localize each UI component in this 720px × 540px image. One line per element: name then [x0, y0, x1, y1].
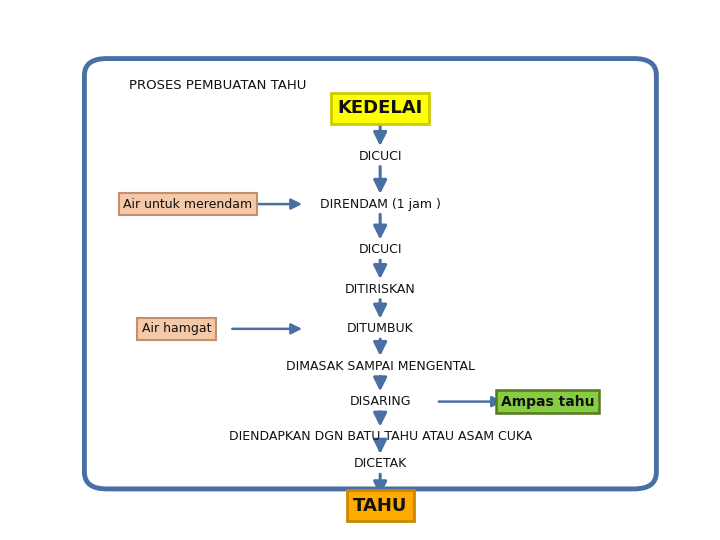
Text: DIRENDAM (1 jam ): DIRENDAM (1 jam ) — [320, 198, 441, 211]
Text: DIMASAK SAMPAI MENGENTAL: DIMASAK SAMPAI MENGENTAL — [286, 360, 474, 373]
Text: DISARING: DISARING — [349, 395, 411, 408]
Text: Air hamgat: Air hamgat — [142, 322, 211, 335]
Text: Ampas tahu: Ampas tahu — [501, 395, 594, 409]
Text: Air untuk merendam: Air untuk merendam — [123, 198, 252, 211]
Text: DICUCI: DICUCI — [359, 150, 402, 163]
Text: TAHU: TAHU — [353, 497, 408, 515]
Text: DITUMBUK: DITUMBUK — [347, 322, 413, 335]
Text: PROSES PEMBUATAN TAHU: PROSES PEMBUATAN TAHU — [129, 79, 307, 92]
Text: DICETAK: DICETAK — [354, 457, 407, 470]
FancyBboxPatch shape — [84, 58, 657, 489]
Text: DITIRISKAN: DITIRISKAN — [345, 283, 415, 296]
Text: KEDELAI: KEDELAI — [338, 99, 423, 118]
Text: DICUCI: DICUCI — [359, 244, 402, 256]
Text: DIENDAPKAN DGN BATU TAHU ATAU ASAM CUKA: DIENDAPKAN DGN BATU TAHU ATAU ASAM CUKA — [228, 430, 532, 443]
